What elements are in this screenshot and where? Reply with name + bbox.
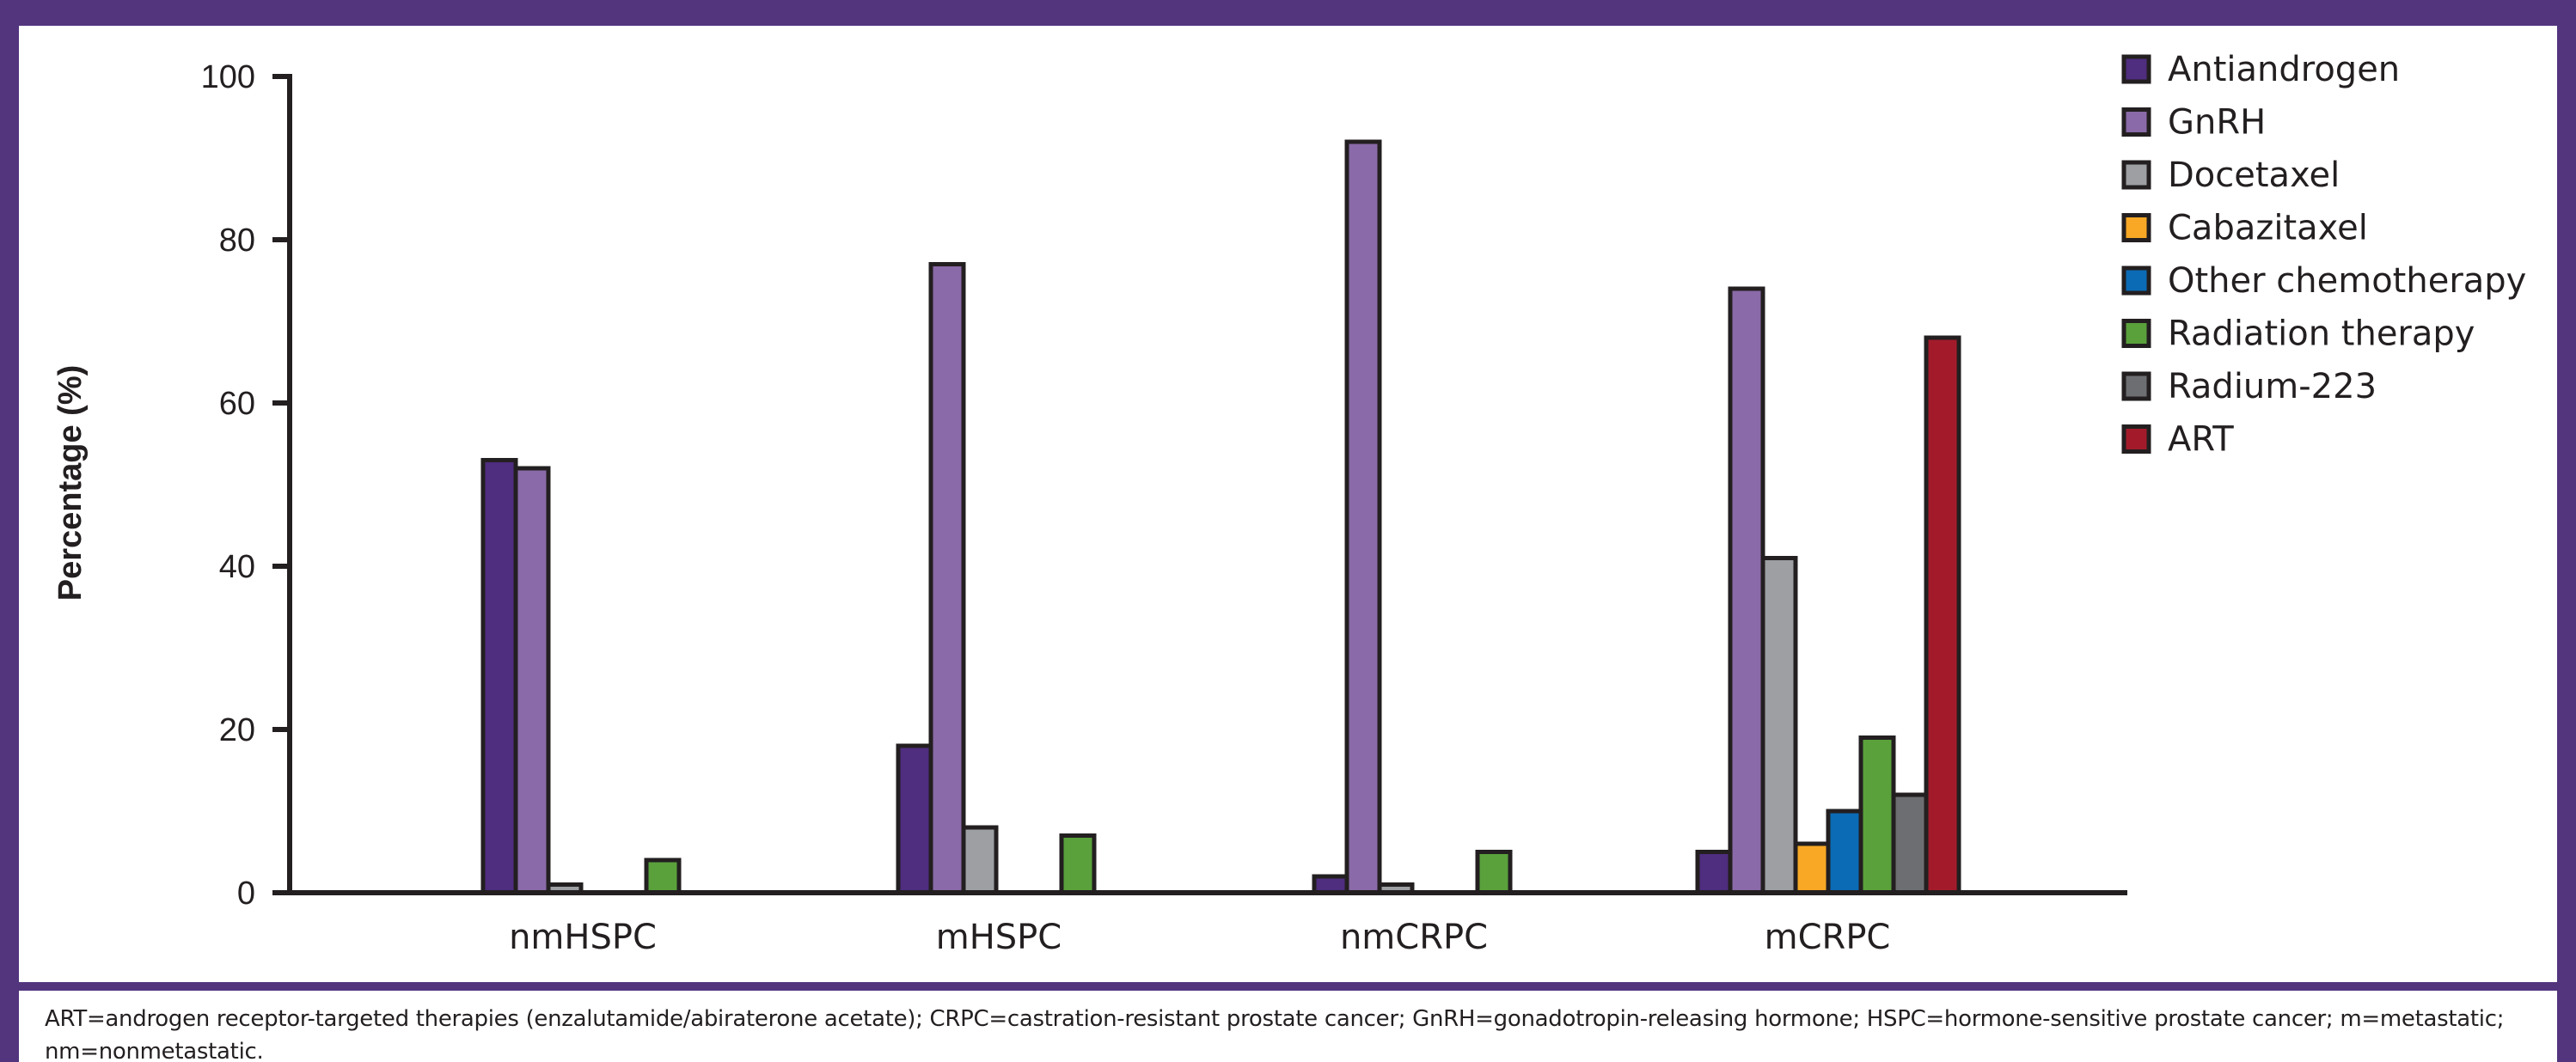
legend-label: GnRH: [2168, 103, 2266, 143]
legend-swatch: [2121, 54, 2151, 84]
bar-mHSPC-gnrh: [928, 262, 966, 895]
y-ticks: 0 20 40 60 80 100: [201, 59, 290, 912]
legend-label: Docetaxel: [2168, 156, 2340, 195]
bar-nmHSPC-gnrh: [513, 466, 551, 895]
legend-label: Radiation therapy: [2168, 314, 2475, 354]
y-axis-title: Percentage (%): [52, 365, 89, 601]
footnote-panel: ART=androgen receptor-targeted therapies…: [19, 991, 2557, 1062]
legend-swatch: [2121, 213, 2151, 242]
bar-mCRPC-docetaxel: [1760, 556, 1798, 895]
bar-nmCRPC-gnrh: [1344, 139, 1382, 895]
footnote-text: ART=androgen receptor-targeted therapies…: [45, 1006, 2505, 1062]
axes-layer: [272, 74, 2127, 895]
x-category-label: mHSPC: [936, 918, 1062, 957]
legend-label: ART: [2168, 420, 2234, 460]
bar-mCRPC-radium-223: [1891, 792, 1929, 895]
bar-chart: 0 20 40 60 80 100 nmHSPC mHSPC nmCRPC mCRPC Perc…: [52, 50, 2526, 957]
bar-mCRPC-cabazitaxel: [1793, 841, 1831, 895]
x-category-label: nmCRPC: [1340, 918, 1488, 957]
y-tick-label: 80: [219, 223, 255, 259]
legend-swatch: [2121, 371, 2151, 401]
bar-nmHSPC-radiation-therapy: [644, 858, 682, 895]
y-tick-label: 100: [201, 59, 255, 95]
legend-label: Radium-223: [2168, 367, 2377, 406]
legend-swatch: [2121, 424, 2151, 454]
legend-swatch: [2121, 107, 2151, 137]
bar-mCRPC-other-chemotherapy: [1826, 809, 1863, 895]
bar-mHSPC-docetaxel: [961, 825, 999, 895]
legend-label: Cabazitaxel: [2168, 209, 2368, 248]
bar-mCRPC-art: [1924, 335, 1961, 895]
legend-swatch: [2121, 160, 2151, 190]
x-category-labels: nmHSPC mHSPC nmCRPC mCRPC: [509, 918, 1890, 957]
legend-swatch: [2121, 319, 2151, 348]
bars-layer: [480, 139, 1961, 895]
y-tick-label: 20: [219, 712, 255, 748]
bar-nmHSPC-antiandrogen: [480, 458, 518, 895]
y-tick-label: 40: [219, 549, 255, 585]
bar-mHSPC-radiation-therapy: [1059, 833, 1097, 895]
legend: Antiandrogen GnRH Docetaxel Cabazitaxel Othe…: [2121, 50, 2526, 460]
x-category-label: mCRPC: [1765, 918, 1891, 957]
y-tick-label: 0: [237, 876, 255, 912]
bar-mCRPC-radiation-therapy: [1858, 735, 1896, 895]
legend-label: Antiandrogen: [2168, 50, 2400, 89]
y-tick-label: 60: [219, 386, 255, 422]
x-category-label: nmHSPC: [509, 918, 657, 957]
bar-mHSPC-antiandrogen: [896, 743, 933, 895]
legend-swatch: [2121, 266, 2151, 296]
bar-mCRPC-antiandrogen: [1695, 850, 1733, 895]
title-strip: [0, 0, 2576, 26]
legend-label: Other chemotherapy: [2168, 261, 2526, 301]
bar-nmCRPC-radiation-therapy: [1475, 850, 1513, 895]
chart-panel: 0 20 40 60 80 100 nmHSPC mHSPC nmCRPC mCRPC Perc…: [19, 26, 2557, 982]
bar-mCRPC-gnrh: [1728, 286, 1765, 895]
